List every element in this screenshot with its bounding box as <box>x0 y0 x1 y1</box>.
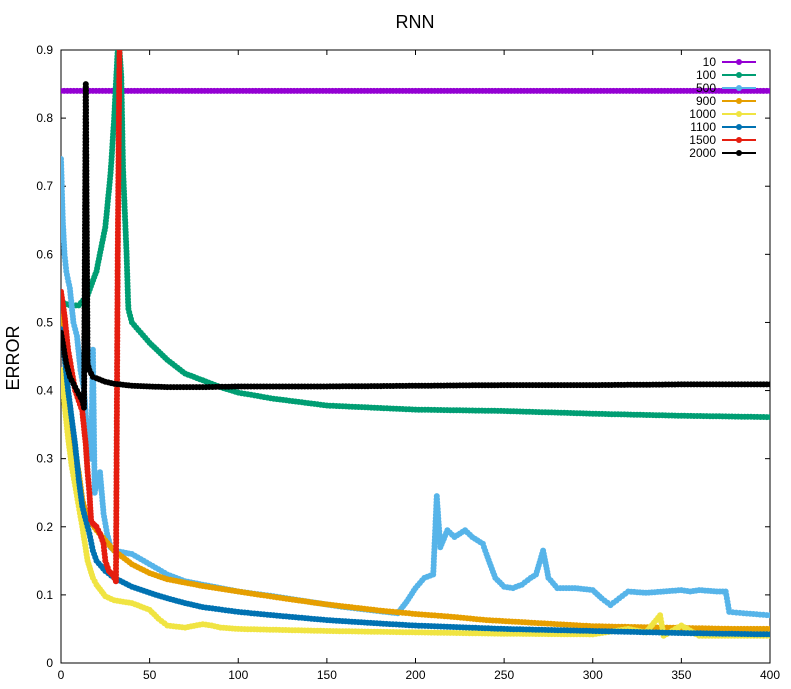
series-10 <box>61 87 770 94</box>
y-tick-label: 0.1 <box>36 588 53 602</box>
x-tick-label: 100 <box>228 668 248 682</box>
data-point <box>767 87 770 94</box>
legend-label: 2000 <box>689 146 716 160</box>
legend-swatch-marker <box>736 111 742 117</box>
y-tick-label: 0.8 <box>36 111 53 125</box>
y-tick-label: 0.6 <box>36 247 53 261</box>
legend-item-1500: 1500 <box>689 133 756 147</box>
y-axis-title: ERROR <box>3 325 23 390</box>
legend-item-500: 500 <box>696 81 756 95</box>
legend-label: 500 <box>696 81 716 95</box>
legend-item-10: 10 <box>703 55 756 69</box>
legend-swatch-marker <box>736 137 742 143</box>
x-tick-label: 50 <box>143 668 157 682</box>
data-point <box>116 50 123 53</box>
y-tick-label: 0 <box>46 656 53 670</box>
x-tick-label: 250 <box>494 668 514 682</box>
y-tick-label: 0.7 <box>36 179 53 193</box>
legend-label: 100 <box>696 68 716 82</box>
legend-item-1100: 1100 <box>690 120 756 134</box>
x-tick-label: 150 <box>317 668 337 682</box>
x-tick-label: 0 <box>58 668 65 682</box>
legend-label: 1500 <box>689 133 716 147</box>
data-point <box>767 625 770 632</box>
y-tick-label: 0.5 <box>36 315 53 329</box>
series-layer <box>61 50 770 639</box>
series-2000 <box>61 81 770 411</box>
series-100 <box>61 50 770 421</box>
legend-item-1000: 1000 <box>689 107 756 121</box>
y-tick-label: 0.4 <box>36 384 53 398</box>
legend-label: 1000 <box>689 107 716 121</box>
legend-item-100: 100 <box>696 68 756 82</box>
chart-title: RNN <box>396 12 435 32</box>
y-tick-label: 0.9 <box>36 43 53 57</box>
x-tick-label: 350 <box>671 668 691 682</box>
series-900 <box>61 299 770 632</box>
legend-label: 1100 <box>690 120 716 134</box>
x-tick-label: 300 <box>583 668 603 682</box>
legend-swatch-marker <box>736 98 742 104</box>
legend-swatch-marker <box>736 59 742 65</box>
legend-swatch-marker <box>736 150 742 156</box>
legend-item-2000: 2000 <box>689 146 756 160</box>
axis-ticks: 0 50 100 150 200 250 300 350 400 0 0.1 0.2 0.3 0.4 0.5… <box>36 43 780 682</box>
data-point <box>767 631 770 638</box>
data-point <box>767 612 770 619</box>
legend-swatch-marker <box>736 72 742 78</box>
legend-label: 900 <box>696 94 716 108</box>
x-tick-label: 400 <box>760 668 780 682</box>
legend-item-900: 900 <box>696 94 756 108</box>
x-tick-label: 200 <box>405 668 425 682</box>
y-tick-label: 0.2 <box>36 520 53 534</box>
legend-swatch-marker <box>736 124 742 130</box>
y-tick-label: 0.3 <box>36 452 53 466</box>
legend-swatch-marker <box>736 85 742 91</box>
data-point <box>767 381 770 388</box>
data-point <box>767 414 770 421</box>
legend-label: 10 <box>703 55 717 69</box>
